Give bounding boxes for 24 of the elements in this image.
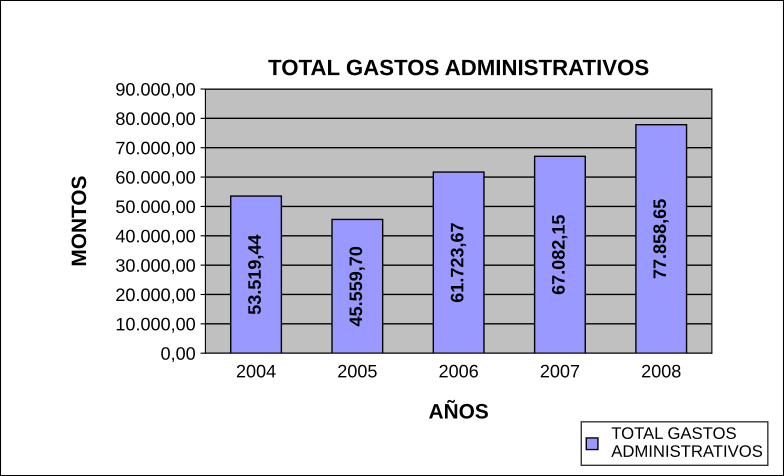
y-tick-label: 60.000,00 (116, 171, 195, 186)
y-tick-label: 10.000,00 (116, 318, 195, 333)
data-label: 53.519,44 (248, 234, 264, 314)
y-tick-label: 20.000,00 (116, 288, 195, 304)
data-label: 77.858,65 (653, 199, 669, 278)
y-tick-label: 40.000,00 (116, 230, 195, 245)
x-tick-label: 2007 (540, 364, 580, 378)
chart-title: TOTAL GASTOS ADMINISTRATIVOS (268, 60, 648, 76)
x-tick-label: 2008 (642, 364, 681, 378)
y-tick-label: 30.000,00 (116, 259, 195, 274)
legend-label: TOTAL GASTOS ADMINISTRATIVOS (611, 427, 762, 457)
data-label: 45.559,70 (349, 246, 365, 326)
data-label: 67.082,15 (552, 215, 568, 294)
x-axis-title: AÑOS (429, 400, 488, 419)
y-tick-label: 80.000,00 (116, 112, 195, 128)
y-tick-label: 70.000,00 (116, 142, 195, 157)
x-tick-label: 2005 (338, 364, 377, 378)
y-axis-title: MONTOS (72, 176, 86, 266)
x-tick-label: 2004 (236, 364, 276, 378)
y-tick-label: 50.000,00 (116, 200, 195, 216)
y-tick-label: 90.000,00 (116, 82, 195, 98)
y-tick-label: 0,00 (161, 347, 195, 362)
data-label: 61.723,67 (450, 223, 466, 302)
x-tick-label: 2006 (439, 364, 478, 378)
